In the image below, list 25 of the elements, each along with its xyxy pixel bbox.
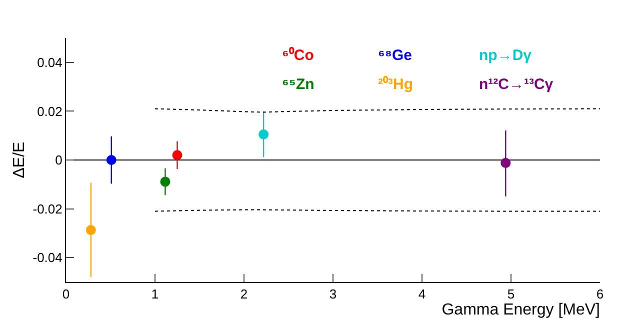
point xyxy=(258,129,269,140)
x-tick-label: 4 xyxy=(418,286,426,302)
text: np→Dγ xyxy=(479,47,532,64)
y-tick-label: 0.04 xyxy=(37,54,62,70)
text: ⁶⁰Co xyxy=(282,46,314,64)
x-tick-label: 2 xyxy=(240,286,248,302)
text: n¹²C→¹³Cγ xyxy=(479,76,554,93)
point xyxy=(106,155,116,165)
text: ²⁰³Hg xyxy=(378,75,413,93)
x-tick-label: 5 xyxy=(507,286,515,302)
point xyxy=(172,150,182,160)
point xyxy=(500,158,511,168)
y-tick-label: 0 xyxy=(55,152,62,168)
y-axis-title: ΔE/E xyxy=(11,142,28,178)
x-tick-label: 6 xyxy=(596,286,604,302)
y-tick-label: -0.02 xyxy=(32,201,62,216)
text: ⁶⁸Ge xyxy=(378,47,412,64)
x-tick-label: 3 xyxy=(329,286,337,302)
point xyxy=(160,176,170,187)
x-axis-title: Gamma Energy [MeV] xyxy=(442,302,600,319)
y-tick-label: -0.04 xyxy=(32,250,62,266)
text: ⁶⁵Zn xyxy=(282,76,314,93)
x-tick-label: 1 xyxy=(151,286,159,302)
point xyxy=(86,225,96,236)
y-tick-label: 0.02 xyxy=(37,104,62,119)
